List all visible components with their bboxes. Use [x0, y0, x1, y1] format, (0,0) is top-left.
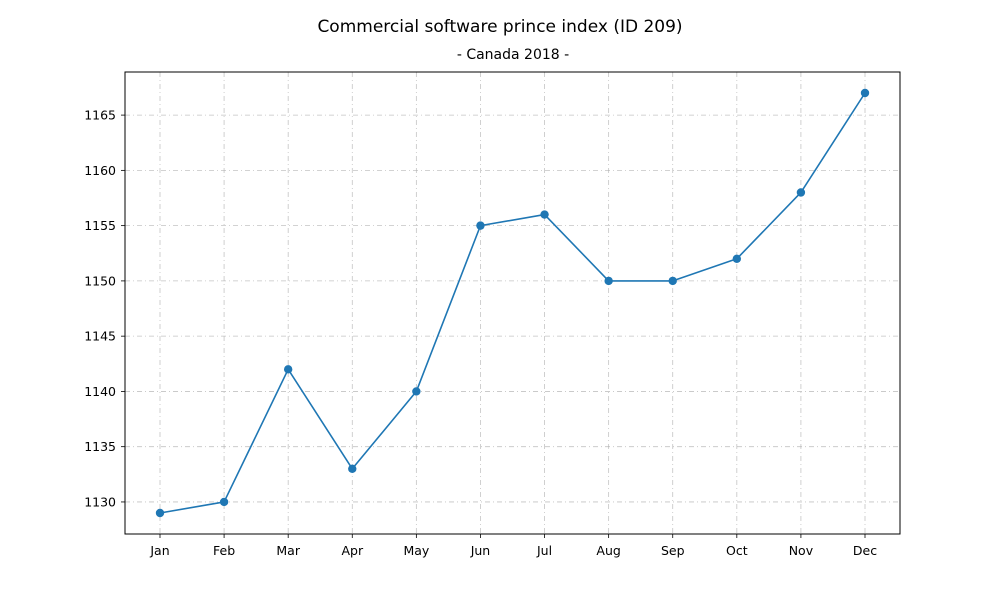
data-point-marker — [668, 276, 677, 286]
x-tick-label: Apr — [341, 543, 363, 558]
data-point-marker — [796, 188, 806, 197]
data-point-marker — [219, 497, 229, 507]
x-tick-label: Nov — [789, 543, 814, 558]
data-point-marker — [283, 365, 293, 374]
x-tick-label: Mar — [276, 543, 300, 558]
y-tick-label: 1145 — [84, 329, 116, 344]
data-point-marker — [540, 210, 549, 219]
data-point-marker — [860, 88, 870, 98]
data-point-marker — [476, 221, 485, 230]
x-tick-label: May — [403, 543, 429, 558]
x-tick-label: Sep — [661, 543, 685, 558]
y-tick-label: 1150 — [84, 273, 116, 288]
x-tick-label: Oct — [726, 543, 748, 558]
series-line — [159, 92, 866, 514]
x-tick-label: Jan — [149, 543, 169, 558]
data-point-marker — [155, 508, 165, 518]
x-tick-label: Feb — [213, 543, 235, 558]
y-tick-label: 1130 — [84, 494, 116, 509]
y-tick-label: 1135 — [84, 439, 116, 454]
x-tick-label: Dec — [853, 543, 877, 558]
data-point-marker — [412, 387, 421, 396]
y-tick-label: 1165 — [84, 108, 116, 123]
chart-title: Commercial software prince index (ID 209… — [317, 17, 682, 37]
y-tick-label: 1140 — [84, 384, 116, 399]
ticks-layer: Jan Feb Mar Apr May Jun Jul Aug Sep Oct Nov Dec 1130… — [84, 108, 877, 558]
y-tick-label: 1160 — [84, 163, 116, 178]
data-point-marker — [348, 464, 357, 473]
chart-subtitle: - Canada 2018 - — [457, 47, 569, 63]
grid-layer — [125, 72, 900, 534]
x-tick-label: Aug — [596, 543, 620, 558]
x-tick-label: Jun — [470, 543, 491, 558]
series-layer — [155, 88, 870, 518]
y-tick-label: 1155 — [84, 218, 116, 233]
data-point-marker — [732, 254, 742, 263]
plot-area-frame — [124, 71, 901, 535]
data-point-marker — [604, 276, 613, 286]
x-tick-label: Jul — [536, 543, 552, 558]
